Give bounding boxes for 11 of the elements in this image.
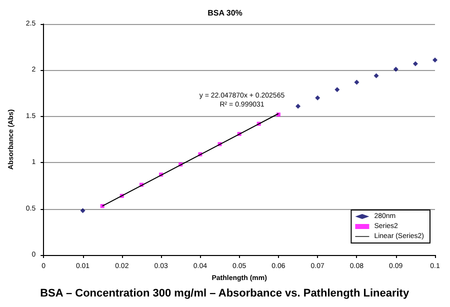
point — [412, 61, 418, 66]
point — [80, 208, 86, 214]
point — [315, 95, 320, 100]
point — [432, 58, 438, 63]
text: BSA – Concentration 300 mg/ml – Absorbance vs. Pathlength Linearity — [40, 288, 410, 300]
chart-title: BSA 30% — [208, 8, 242, 18]
point — [296, 104, 301, 109]
point — [334, 87, 340, 92]
point — [354, 80, 360, 85]
point — [393, 66, 398, 72]
point — [374, 73, 379, 78]
